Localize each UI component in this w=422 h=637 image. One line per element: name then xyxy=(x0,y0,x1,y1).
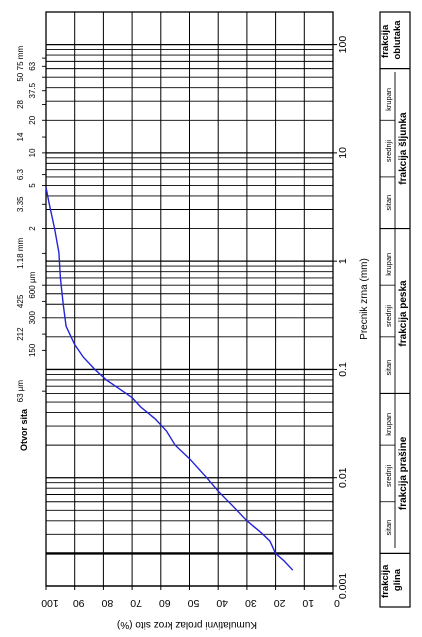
subfraction-label: sitan xyxy=(384,360,393,376)
y-tick-label: 10 xyxy=(302,597,314,609)
fraction-table: frakcija prašine sitan srednji krupan frakci… xyxy=(380,68,410,555)
svg-text:frakcija oblutaka: frakcija oblutaka xyxy=(380,20,403,60)
subfraction-label: krupan xyxy=(384,88,393,111)
sieve-label: 63 µm xyxy=(16,380,25,403)
sieve-label: 212 xyxy=(16,327,25,341)
y-tick-label: 70 xyxy=(130,597,142,609)
fraction-label-sljunak: frakcija šljunka xyxy=(398,112,409,185)
series-line xyxy=(45,187,294,571)
y-tick-label: 60 xyxy=(159,597,171,609)
subfraction-label: srednji xyxy=(384,465,393,487)
y-tick-label: 20 xyxy=(274,597,286,609)
sieve-label: 6.3 xyxy=(16,168,25,180)
fraction-glina-line2: glina xyxy=(392,568,403,591)
x-tick-label: 1 xyxy=(337,258,349,264)
sieve-label: 2 xyxy=(28,226,37,231)
sieve-label: 63 xyxy=(28,61,37,70)
x-axis-label: Precnik zrna (mm) xyxy=(359,258,370,340)
y-axis-ticks: 100 90 80 70 60 50 40 30 20 10 0 xyxy=(41,586,340,609)
sieve-label: 5 xyxy=(28,183,37,188)
series-layer xyxy=(45,187,294,571)
x-tick-label: 0.001 xyxy=(337,573,349,599)
fraction-glina-line1: frakcija xyxy=(380,564,391,598)
y-tick-label: 50 xyxy=(188,597,200,609)
fraction-oblutak-line2: oblutaka xyxy=(392,20,403,60)
sieve-label: 75 mm xyxy=(16,46,25,71)
sieve-label: 37.5 xyxy=(28,82,37,98)
sieve-label: 1.18 mm xyxy=(16,237,25,268)
subfraction-label: sitan xyxy=(384,195,393,211)
y-tick-label: 0 xyxy=(334,597,340,609)
sieve-label: 20 xyxy=(28,115,37,124)
sieve-label: 150 xyxy=(28,343,37,357)
y-tick-label: 90 xyxy=(73,597,85,609)
subfraction-label: krupan xyxy=(384,413,393,436)
y-tick-label: 40 xyxy=(216,597,228,609)
sieve-label: 50 xyxy=(16,72,25,81)
sieve-label: 28 xyxy=(16,99,25,108)
fraction-table-frame xyxy=(379,11,411,608)
sieve-title: Otvor sita xyxy=(19,408,29,451)
svg-text:frakcija glina: frakcija glina xyxy=(380,562,403,598)
subfraction-label: srednji xyxy=(384,305,393,327)
x-tick-label: 0.1 xyxy=(337,362,349,377)
x-tick-label: 0.01 xyxy=(337,467,349,488)
x-tick-label: 10 xyxy=(337,147,349,159)
subfraction-label: sitan xyxy=(384,520,393,536)
y-axis-label: Kumulativni prolaz kroz sito (%) xyxy=(117,619,257,630)
sieve-label: 300 xyxy=(28,311,37,325)
fraction-label-pesak: frakcija peska xyxy=(398,280,409,347)
y-tick-label: 30 xyxy=(245,597,257,609)
x-tick-label: 100 xyxy=(337,36,349,54)
fraction-oblutak: frakcija oblutaka xyxy=(380,20,403,60)
subfraction-label: srednji xyxy=(384,140,393,162)
sieve-label: 600 µm xyxy=(28,271,37,298)
sieve-label: 10 xyxy=(28,148,37,157)
sieve-label: 14 xyxy=(16,132,25,141)
fraction-label-prasina: frakcija prašine xyxy=(398,436,409,510)
x-axis-ticks: 0.001 0.01 0.1 1 10 100 xyxy=(333,36,349,599)
fraction-oblutak-line1: frakcija xyxy=(380,24,391,58)
y-tick-label: 100 xyxy=(41,597,59,609)
subfraction-label: krupan xyxy=(384,253,393,276)
y-tick-label: 80 xyxy=(101,597,113,609)
sieve-label: 3.35 xyxy=(16,196,25,212)
fraction-glina: frakcija glina xyxy=(380,562,403,598)
sieve-label: 425 xyxy=(16,294,25,308)
